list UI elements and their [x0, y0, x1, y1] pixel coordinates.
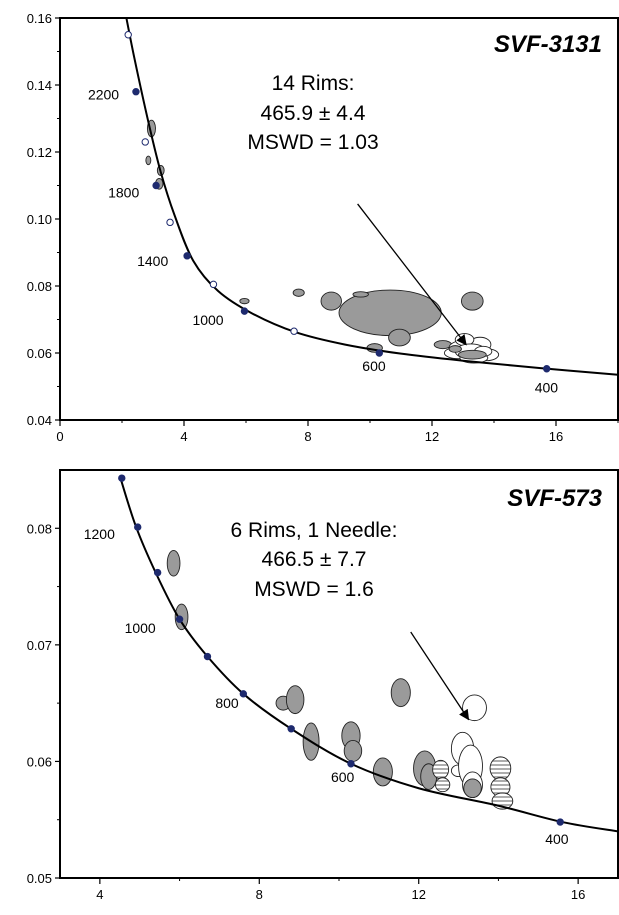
annotation-line-1: 6 Rims, 1 Needle: [231, 519, 398, 542]
y-axis: 0.04 0.06 0.08 0.10 0.12 0.14 0.16 [27, 11, 60, 428]
age-marker [290, 327, 298, 335]
y-tick-label: 0.05 [27, 871, 52, 886]
age-marker [209, 280, 218, 289]
age-marker [203, 652, 212, 661]
x-axis: 0 4 8 12 16 [56, 420, 619, 444]
error-ellipse [460, 291, 484, 311]
annotation: 6 Rims, 1 Needle: 466.5 ± 7.7 MSWD = 1.6 [231, 519, 398, 601]
age-label: 1400 [137, 253, 168, 269]
error-ellipse [432, 759, 450, 780]
error-ellipse [343, 739, 363, 762]
error-ellipse [285, 685, 305, 715]
annotation-line-2: 466.5 ± 7.7 [262, 548, 367, 571]
age-marker-group [124, 31, 551, 373]
age-marker [152, 181, 160, 190]
y-tick-label: 0.07 [27, 638, 52, 653]
x-tick-label: 4 [180, 429, 187, 444]
annotation: 14 Rims: 465.9 ± 4.4 MSWD = 1.03 [247, 72, 378, 154]
error-ellipse [352, 291, 369, 298]
y-tick-label: 0.12 [27, 145, 52, 160]
age-marker [287, 725, 295, 733]
age-marker [141, 138, 149, 146]
y-tick-label: 0.16 [27, 11, 52, 26]
error-ellipse [435, 777, 451, 793]
age-label: 800 [215, 695, 239, 711]
age-marker [556, 818, 564, 826]
chart-title: SVF-573 [507, 485, 602, 512]
x-tick-label: 0 [56, 429, 63, 444]
age-label-group: 1200 1000 800 600 400 [84, 526, 569, 847]
age-label: 1000 [192, 312, 223, 328]
age-label-group: 2200 1800 1400 1000 600 400 [88, 87, 558, 396]
x-axis: 4 8 12 16 [96, 878, 585, 902]
age-label: 400 [545, 831, 569, 847]
age-label: 600 [331, 769, 355, 785]
y-tick-label: 0.08 [27, 521, 52, 536]
error-ellipse [239, 297, 250, 305]
annotation-line-1: 14 Rims: [272, 72, 355, 95]
annotation-line-3: MSWD = 1.6 [254, 578, 374, 601]
age-marker [240, 307, 249, 315]
age-label: 600 [362, 358, 386, 374]
y-tick-label: 0.06 [27, 754, 52, 769]
age-label: 2200 [88, 87, 119, 103]
age-marker [118, 474, 126, 482]
age-marker [134, 523, 142, 531]
error-ellipse [320, 291, 342, 311]
age-label: 1800 [108, 185, 139, 201]
age-marker [166, 218, 174, 227]
x-tick-label: 12 [411, 887, 425, 902]
age-marker [132, 88, 140, 96]
error-ellipse [338, 289, 442, 337]
age-marker [543, 365, 551, 373]
x-tick-label: 16 [571, 887, 585, 902]
age-marker [347, 760, 355, 768]
age-label: 1200 [84, 526, 115, 542]
y-tick-label: 0.10 [27, 212, 52, 227]
error-ellipse [388, 328, 411, 347]
annotation-arrow [357, 203, 467, 346]
error-ellipse [390, 678, 411, 708]
annotation-line-3: MSWD = 1.03 [247, 131, 378, 154]
x-tick-label: 8 [256, 887, 263, 902]
annotation-line-2: 465.9 ± 4.4 [261, 102, 366, 125]
age-marker [124, 31, 132, 39]
error-ellipse [372, 757, 393, 787]
age-label: 1000 [125, 620, 156, 636]
y-tick-label: 0.14 [27, 78, 52, 93]
error-ellipse [145, 155, 152, 166]
y-tick-label: 0.06 [27, 346, 52, 361]
x-tick-label: 12 [425, 429, 439, 444]
age-marker [175, 615, 184, 623]
y-tick-label: 0.04 [27, 413, 52, 428]
x-tick-label: 16 [549, 429, 563, 444]
annotation-arrow [410, 631, 470, 721]
ellipse-group [145, 119, 500, 364]
age-label: 400 [535, 380, 559, 396]
error-ellipse [448, 345, 462, 353]
concordia-curve [125, 18, 618, 376]
error-ellipse [463, 778, 482, 799]
age-marker-group [118, 474, 564, 826]
error-ellipse [166, 549, 181, 577]
x-tick-label: 4 [96, 887, 103, 902]
y-tick-label: 0.08 [27, 279, 52, 294]
age-marker [375, 349, 383, 357]
age-marker [183, 252, 191, 260]
error-ellipse [457, 349, 487, 360]
age-marker [153, 568, 162, 577]
error-ellipse [292, 288, 305, 297]
age-marker [239, 690, 248, 698]
x-tick-label: 8 [304, 429, 311, 444]
error-ellipse [489, 756, 512, 781]
ellipse-group [166, 549, 514, 810]
y-axis: 0.05 0.06 0.07 0.08 [27, 521, 60, 886]
chart-title: SVF-3131 [494, 31, 602, 58]
